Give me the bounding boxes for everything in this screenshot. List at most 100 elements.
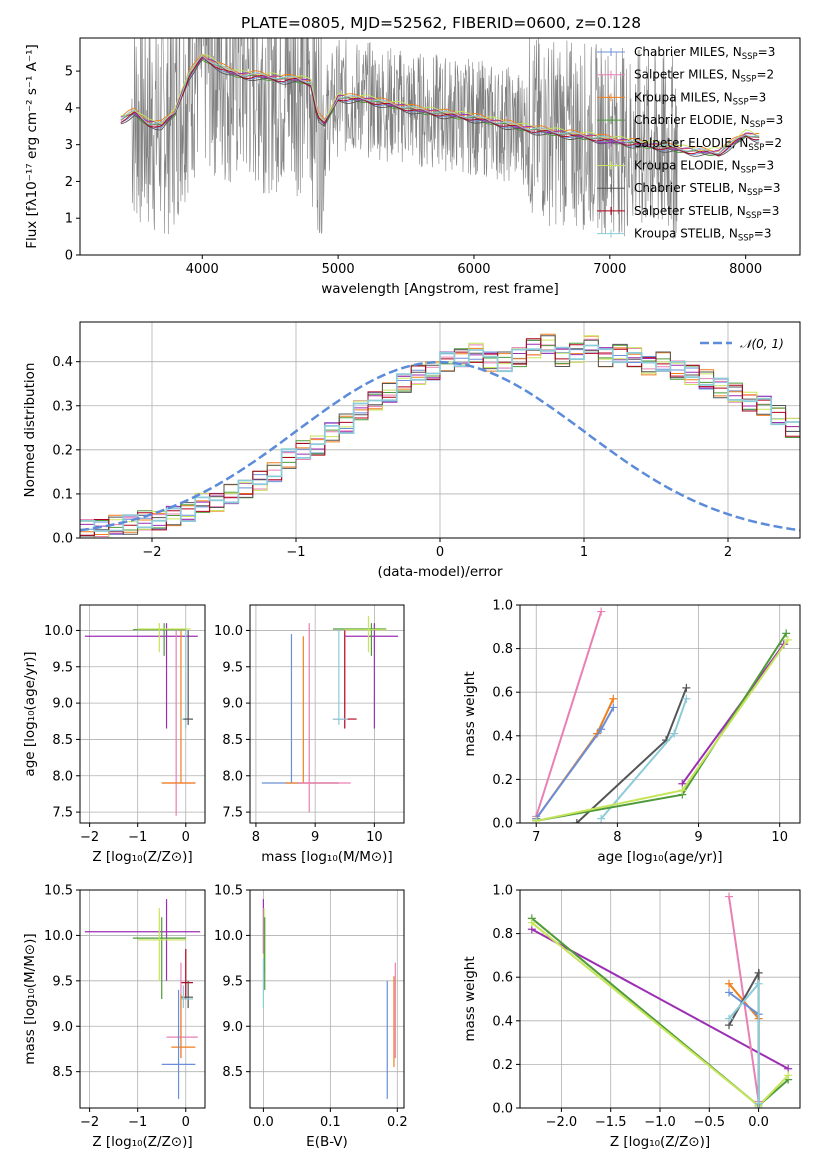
- plot-area: [527, 892, 793, 1108]
- y-tick-label: 9.5: [52, 660, 73, 675]
- y-tick-label: 0.2: [492, 773, 513, 788]
- x-tick-label: 9: [694, 830, 702, 845]
- y-tick-label: 8.5: [52, 1065, 73, 1080]
- y-tick-label: 0.0: [52, 532, 73, 547]
- series-marker: [682, 683, 691, 692]
- series-marker: [678, 786, 687, 795]
- panel-7: −2.0 −1.5 −1.0 −0.5 0.0 0.0 0.2 0.4 0.6 0.8 1.0 Z […: [462, 884, 801, 1150]
- y-tick-label: 8.5: [222, 1065, 243, 1080]
- x-tick-label: 7000: [593, 262, 626, 277]
- panel-1: −2 −1 0 1 2 0.0 0.1 0.2 0.3 0.4 (data-model)/error…: [22, 321, 801, 580]
- x-tick-label: 8000: [729, 262, 762, 277]
- y-axis-label: Normed distribution: [22, 363, 38, 498]
- x-axis-label: mass [log₁₀(M/M⊙)]: [261, 849, 392, 865]
- y-tick-label: 0.2: [492, 1058, 513, 1073]
- plot-frame: [79, 604, 206, 824]
- series-marker: [754, 979, 763, 988]
- plot-frame: [249, 604, 405, 824]
- y-tick-label: 0.8: [492, 642, 513, 657]
- series-marker: [754, 1099, 763, 1108]
- y-tick-label: 10.0: [44, 929, 73, 944]
- x-tick-label: 0.2: [387, 1115, 408, 1130]
- series-line: [536, 632, 788, 822]
- plot-area: [80, 333, 800, 538]
- x-tick-label: −1: [128, 1115, 147, 1130]
- y-tick-label: 0.0: [492, 817, 513, 832]
- x-tick-label: −1.0: [644, 1115, 676, 1130]
- y-tick-label: 0.2: [52, 443, 73, 458]
- model-line: [120, 55, 760, 154]
- x-tick-label: −1: [286, 545, 305, 560]
- legend-entry: Chabrier ELODIE, NSSP=3: [634, 113, 783, 130]
- histogram-step: [80, 335, 800, 538]
- x-tick-label: 0.1: [320, 1115, 341, 1130]
- series-marker: [597, 725, 606, 734]
- panel-3: 8 9 10 7.5 8.0 8.5 9.0 9.5 10.0 mass [log₁₀(M/M⊙)…: [214, 604, 405, 865]
- series-marker: [527, 918, 536, 927]
- x-tick-label: 5000: [322, 262, 355, 277]
- x-tick-label: 8: [252, 830, 260, 845]
- plot-area: [84, 623, 198, 816]
- x-tick-label: 10: [771, 830, 788, 845]
- x-tick-label: 0: [436, 545, 444, 560]
- y-axis-label: Flux [fλ10⁻¹⁷ erg cm⁻² s⁻¹ A⁻¹]: [24, 44, 40, 249]
- x-tick-label: −1: [128, 830, 147, 845]
- series-marker: [754, 968, 763, 977]
- model-line: [120, 53, 760, 151]
- panel-5: −2 −1 0 8.5 9.0 9.5 10.0 10.5 Z [log₁₀(Z/Z⊙)] mas…: [22, 884, 206, 1150]
- y-tick-label: 0.8: [492, 927, 513, 942]
- legend: Chabrier MILES, NSSP=3 Salpeter MILES, NS…: [597, 45, 783, 244]
- y-tick-label: 7.5: [52, 806, 73, 821]
- y-tick-label: 0.6: [492, 686, 513, 701]
- plot-area: [262, 899, 396, 1099]
- series-marker: [782, 629, 791, 638]
- series-line: [535, 611, 603, 817]
- x-tick-label: −1.5: [595, 1115, 627, 1130]
- plot-frame: [249, 889, 405, 1109]
- legend-entry: Chabrier STELIB, NSSP=3: [634, 181, 781, 198]
- y-tick-label: 8.0: [52, 769, 73, 784]
- legend-entry: Salpeter ELODIE, NSSP=2: [634, 136, 782, 153]
- legend-entry: Salpeter STELIB, NSSP=3: [634, 204, 779, 221]
- x-tick-label: −0.5: [694, 1115, 726, 1130]
- plot-frame: [519, 604, 801, 824]
- y-tick-label: 10.5: [44, 884, 73, 899]
- series-line: [728, 991, 760, 1104]
- x-axis-label: (data-model)/error: [377, 564, 503, 580]
- y-tick-label: 5: [65, 65, 73, 80]
- y-tick-label: 9.0: [52, 1020, 73, 1035]
- panel-2: −2 −1 0 7.5 8.0 8.5 9.0 9.5 10.0 Z [log₁₀(Z/Z⊙)] a…: [22, 604, 206, 865]
- y-tick-label: 9.0: [222, 1020, 243, 1035]
- data-spectrum-line: [131, 38, 678, 239]
- y-axis-label: mass [log₁₀(M/M⊙)]: [22, 933, 38, 1064]
- y-tick-label: 7.5: [222, 806, 243, 821]
- y-tick-label: 0.3: [52, 399, 73, 414]
- series-line: [681, 643, 785, 785]
- series-marker: [609, 694, 618, 703]
- y-tick-label: 3: [65, 138, 73, 153]
- panel-0: 4000 5000 6000 7000 8000 0 1 2 3 4 5 wavelength [An…: [24, 37, 801, 297]
- legend-entry: Chabrier MILES, NSSP=3: [634, 45, 775, 62]
- series-marker: [597, 814, 606, 823]
- panel-4: 7 8 9 10 0.0 0.2 0.4 0.6 0.8 1.0 age [log₁₀(age/yr…: [462, 599, 801, 865]
- model-line: [120, 57, 760, 154]
- series-marker: [783, 635, 792, 644]
- plot-frame: [79, 889, 206, 1109]
- y-tick-label: 0: [65, 249, 73, 264]
- x-tick-label: 2: [724, 545, 732, 560]
- y-tick-label: 1: [65, 212, 73, 227]
- plot-frame: [519, 889, 801, 1109]
- x-tick-label: −2.0: [546, 1115, 578, 1130]
- x-tick-label: −2: [80, 1115, 99, 1130]
- x-tick-label: 9: [311, 830, 319, 845]
- y-axis-label: mass weight: [462, 956, 478, 1041]
- series-marker: [725, 892, 734, 901]
- x-axis-label: E(B-V): [306, 1134, 348, 1150]
- y-tick-label: 10.0: [214, 929, 243, 944]
- legend-entry: 𝒩(0, 1): [740, 337, 784, 351]
- histogram-step: [80, 338, 800, 537]
- x-axis-label: Z [log₁₀(Z/Z⊙)]: [92, 849, 192, 865]
- x-axis-label: Z [log₁₀(Z/Z⊙)]: [610, 1134, 710, 1150]
